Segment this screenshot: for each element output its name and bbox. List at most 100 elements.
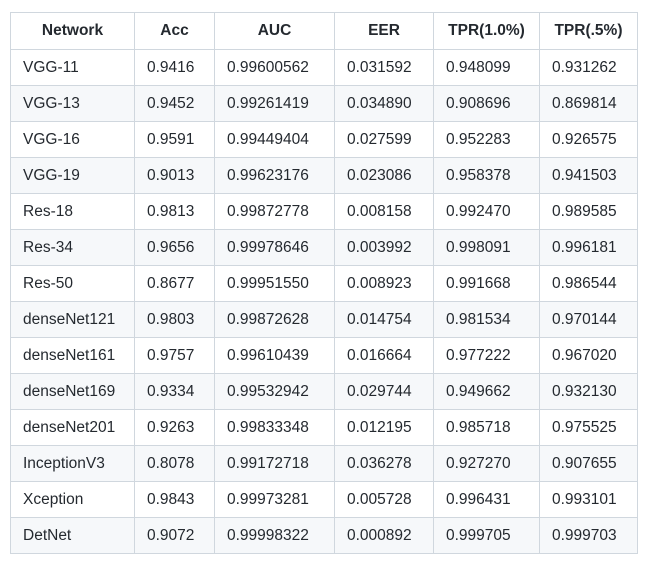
cell-tpr-05: 0.869814 (539, 85, 638, 122)
cell-acc: 0.9591 (134, 121, 215, 158)
cell-tpr-1: 0.927270 (433, 445, 540, 482)
header-tpr-05: TPR(.5%) (539, 12, 638, 50)
cell-tpr-1: 0.996431 (433, 481, 540, 518)
table-row: Res-50 0.8677 0.99951550 0.008923 0.991668 0.… (10, 265, 638, 302)
cell-tpr-1: 0.981534 (433, 301, 540, 338)
cell-eer: 0.034890 (334, 85, 434, 122)
cell-tpr-05: 0.986544 (539, 265, 638, 302)
cell-tpr-1: 0.908696 (433, 85, 540, 122)
cell-auc: 0.99978646 (214, 229, 335, 266)
cell-auc: 0.99833348 (214, 409, 335, 446)
cell-auc: 0.99998322 (214, 517, 335, 554)
cell-eer: 0.014754 (334, 301, 434, 338)
cell-tpr-1: 0.949662 (433, 373, 540, 410)
cell-tpr-1: 0.977222 (433, 337, 540, 374)
cell-acc: 0.8677 (134, 265, 215, 302)
cell-tpr-1: 0.948099 (433, 49, 540, 86)
cell-auc: 0.99623176 (214, 157, 335, 194)
header-acc: Acc (134, 12, 215, 50)
cell-acc: 0.9013 (134, 157, 215, 194)
cell-auc: 0.99872778 (214, 193, 335, 230)
cell-tpr-1: 0.991668 (433, 265, 540, 302)
results-table: Network Acc AUC EER TPR(1.0%) TPR(.5%) V… (10, 12, 638, 554)
table-row: denseNet161 0.9757 0.99610439 0.016664 0.977… (10, 337, 638, 374)
cell-network: InceptionV3 (10, 445, 135, 482)
table-row: Xception 0.9843 0.99973281 0.005728 0.996431… (10, 481, 638, 518)
cell-eer: 0.029744 (334, 373, 434, 410)
table-body: VGG-11 0.9416 0.99600562 0.031592 0.948099 0.… (10, 49, 638, 554)
table-row: denseNet121 0.9803 0.99872628 0.014754 0.981… (10, 301, 638, 338)
table-row: VGG-16 0.9591 0.99449404 0.027599 0.952283 0.… (10, 121, 638, 158)
cell-tpr-05: 0.932130 (539, 373, 638, 410)
cell-acc: 0.9263 (134, 409, 215, 446)
cell-acc: 0.9813 (134, 193, 215, 230)
cell-tpr-05: 0.970144 (539, 301, 638, 338)
cell-tpr-1: 0.958378 (433, 157, 540, 194)
header-auc: AUC (214, 12, 335, 50)
cell-tpr-05: 0.941503 (539, 157, 638, 194)
cell-acc: 0.9757 (134, 337, 215, 374)
table-row: VGG-19 0.9013 0.99623176 0.023086 0.958378 0.… (10, 157, 638, 194)
table-header-row: Network Acc AUC EER TPR(1.0%) TPR(.5%) (10, 12, 638, 50)
cell-eer: 0.000892 (334, 517, 434, 554)
cell-auc: 0.99872628 (214, 301, 335, 338)
cell-acc: 0.9334 (134, 373, 215, 410)
cell-tpr-05: 0.931262 (539, 49, 638, 86)
cell-network: VGG-16 (10, 121, 135, 158)
cell-auc: 0.99261419 (214, 85, 335, 122)
cell-auc: 0.99973281 (214, 481, 335, 518)
cell-acc: 0.9656 (134, 229, 215, 266)
cell-eer: 0.012195 (334, 409, 434, 446)
cell-tpr-05: 0.996181 (539, 229, 638, 266)
cell-network: denseNet161 (10, 337, 135, 374)
cell-acc: 0.8078 (134, 445, 215, 482)
cell-acc: 0.9072 (134, 517, 215, 554)
cell-network: VGG-11 (10, 49, 135, 86)
cell-auc: 0.99600562 (214, 49, 335, 86)
table-row: denseNet201 0.9263 0.99833348 0.012195 0.985… (10, 409, 638, 446)
cell-tpr-1: 0.952283 (433, 121, 540, 158)
results-table-container: Network Acc AUC EER TPR(1.0%) TPR(.5%) V… (10, 12, 638, 554)
cell-eer: 0.016664 (334, 337, 434, 374)
cell-tpr-1: 0.999705 (433, 517, 540, 554)
cell-eer: 0.023086 (334, 157, 434, 194)
cell-auc: 0.99449404 (214, 121, 335, 158)
cell-acc: 0.9803 (134, 301, 215, 338)
cell-eer: 0.008923 (334, 265, 434, 302)
cell-network: Res-34 (10, 229, 135, 266)
cell-tpr-05: 0.993101 (539, 481, 638, 518)
cell-tpr-1: 0.992470 (433, 193, 540, 230)
cell-acc: 0.9843 (134, 481, 215, 518)
cell-auc: 0.99172718 (214, 445, 335, 482)
cell-eer: 0.005728 (334, 481, 434, 518)
cell-tpr-1: 0.985718 (433, 409, 540, 446)
cell-network: denseNet121 (10, 301, 135, 338)
cell-auc: 0.99951550 (214, 265, 335, 302)
table-row: denseNet169 0.9334 0.99532942 0.029744 0.949… (10, 373, 638, 410)
cell-eer: 0.008158 (334, 193, 434, 230)
table-row: InceptionV3 0.8078 0.99172718 0.036278 0.927… (10, 445, 638, 482)
table-row: VGG-11 0.9416 0.99600562 0.031592 0.948099 0.… (10, 49, 638, 86)
table-row: Res-34 0.9656 0.99978646 0.003992 0.998091 0.… (10, 229, 638, 266)
cell-tpr-1: 0.998091 (433, 229, 540, 266)
cell-tpr-05: 0.975525 (539, 409, 638, 446)
cell-eer: 0.003992 (334, 229, 434, 266)
cell-network: VGG-13 (10, 85, 135, 122)
cell-network: VGG-19 (10, 157, 135, 194)
cell-auc: 0.99532942 (214, 373, 335, 410)
table-row: Res-18 0.9813 0.99872778 0.008158 0.992470 0.… (10, 193, 638, 230)
cell-network: Res-18 (10, 193, 135, 230)
header-network: Network (10, 12, 135, 50)
cell-acc: 0.9416 (134, 49, 215, 86)
cell-network: Res-50 (10, 265, 135, 302)
cell-acc: 0.9452 (134, 85, 215, 122)
cell-network: denseNet201 (10, 409, 135, 446)
cell-tpr-05: 0.999703 (539, 517, 638, 554)
cell-tpr-05: 0.967020 (539, 337, 638, 374)
cell-eer: 0.031592 (334, 49, 434, 86)
cell-eer: 0.027599 (334, 121, 434, 158)
header-tpr-1: TPR(1.0%) (433, 12, 540, 50)
cell-eer: 0.036278 (334, 445, 434, 482)
cell-network: denseNet169 (10, 373, 135, 410)
cell-tpr-05: 0.989585 (539, 193, 638, 230)
